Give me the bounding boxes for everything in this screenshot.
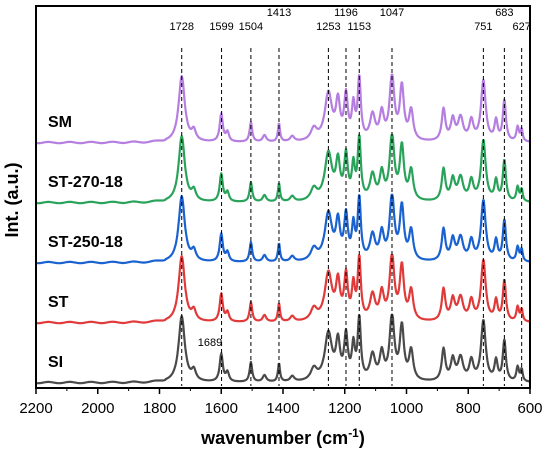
x-tick-label-800: 800 [456, 400, 481, 417]
x-axis-title: wavenumber (cm-1) [200, 426, 365, 448]
peak-label-1504: 1504 [239, 21, 263, 33]
peak-label-627: 627 [512, 21, 530, 33]
peak-label-751: 751 [474, 21, 492, 33]
x-tick-label-2200: 2200 [19, 400, 52, 417]
peak-label-1599: 1599 [209, 21, 233, 33]
series-label-st-270-18: ST-270-18 [48, 174, 123, 191]
series-line-st [35, 253, 531, 325]
peak-label-1413: 1413 [267, 7, 291, 19]
peak-label-1253: 1253 [316, 21, 340, 33]
series-label-st-250-18: ST-250-18 [48, 234, 123, 251]
x-tick-label-1400: 1400 [266, 400, 299, 417]
x-tick-label-2000: 2000 [81, 400, 114, 417]
peak-label-1047: 1047 [380, 7, 404, 19]
plot-frame [35, 5, 531, 389]
x-tick-label-1200: 1200 [328, 400, 361, 417]
series-line-sm [35, 73, 531, 145]
y-axis-title: Int. (a.u.) [2, 163, 22, 238]
peak-label-1153: 1153 [347, 21, 371, 33]
series-label-sm: SM [48, 114, 72, 131]
x-axis-title-superscript: -1 [348, 426, 359, 440]
peak-label-1196: 1196 [334, 7, 358, 19]
x-tick-label-1600: 1600 [205, 400, 238, 417]
series-line-si [35, 313, 531, 385]
x-tick-label-600: 600 [517, 400, 542, 417]
x-axis-title-close: ) [359, 428, 365, 448]
x-tick-label-1000: 1000 [390, 400, 423, 417]
x-axis: 2200 2000 1800 1600 1400 1200 1000 800 600 [19, 388, 543, 417]
series-line-st-250-18 [35, 193, 531, 265]
annotation-label-1689: 1689 [198, 337, 222, 349]
x-axis-title-main: wavenumber (cm [200, 428, 348, 448]
series-line-st-270-18 [35, 133, 531, 205]
series-label-si: SI [48, 354, 63, 371]
x-tick-label-1800: 1800 [143, 400, 176, 417]
plot-area: SM ST-270-18 ST-250-18 ST SI 1728 1599 1504 1413… [35, 7, 531, 386]
series-label-st: ST [48, 294, 69, 311]
peak-label-1728: 1728 [169, 21, 193, 33]
peak-label-683: 683 [495, 7, 513, 19]
